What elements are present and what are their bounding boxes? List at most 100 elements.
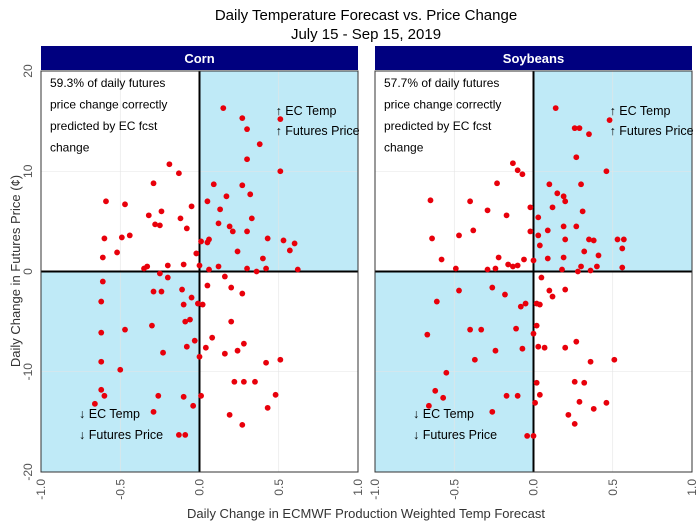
stat-line: change (50, 141, 90, 155)
y-tick-label: 10 (21, 164, 35, 178)
data-point (195, 300, 201, 307)
data-point (177, 215, 184, 222)
data-point (294, 266, 301, 273)
data-point (209, 334, 216, 341)
panel-soybeans: Soybeans 57.7% of daily futures price chan… (368, 46, 699, 500)
data-point (492, 347, 499, 354)
data-point (122, 326, 128, 333)
data-point (594, 263, 600, 270)
data-point (188, 203, 195, 210)
data-point (432, 387, 439, 394)
data-point (260, 255, 266, 262)
data-point (489, 408, 496, 415)
data-point (614, 236, 621, 243)
x-axis-title: Daily Change in ECMWF Production Weighte… (187, 506, 545, 521)
data-point (272, 391, 279, 398)
data-point (560, 254, 567, 261)
data-point (231, 378, 238, 385)
data-point (503, 392, 510, 399)
data-point (467, 326, 473, 333)
data-point (467, 198, 473, 205)
data-point (552, 105, 559, 111)
x-tick-label: 1.0 (685, 479, 699, 496)
data-point (565, 411, 572, 418)
panel-border (374, 70, 693, 473)
y-tick-label: 20 (21, 64, 35, 78)
data-point (204, 198, 211, 205)
data-point (114, 249, 120, 256)
data-point (277, 356, 284, 363)
data-point (264, 235, 271, 242)
data-point (187, 316, 193, 323)
data-point (175, 432, 182, 438)
data-point (193, 250, 200, 257)
data-point (519, 171, 526, 178)
data-point (263, 265, 269, 272)
stat-line: change (384, 141, 424, 155)
data-point (239, 421, 246, 428)
data-point (244, 126, 250, 133)
data-point (280, 237, 287, 244)
x-tick-label: -0.5 (447, 479, 461, 500)
x-tick-label: -0.5 (113, 479, 127, 500)
data-point (182, 318, 189, 325)
data-point (590, 237, 597, 244)
data-point (527, 204, 534, 211)
data-point (587, 358, 594, 365)
x-tick-label: -1.0 (368, 479, 382, 500)
data-point (549, 204, 556, 211)
data-point (517, 303, 524, 310)
data-point (118, 234, 125, 241)
data-point (215, 220, 222, 227)
data-point (494, 180, 500, 187)
data-point (145, 212, 152, 219)
data-point (239, 115, 246, 122)
data-point (226, 223, 233, 230)
data-point (571, 420, 578, 427)
data-point (560, 223, 567, 230)
data-point (544, 255, 551, 262)
data-point (191, 337, 198, 344)
data-point (521, 256, 527, 263)
data-point (579, 208, 586, 215)
data-point (581, 379, 588, 386)
data-point (533, 379, 540, 386)
data-point (160, 349, 166, 356)
data-point (514, 167, 521, 174)
data-point (536, 391, 543, 398)
data-point (291, 240, 298, 247)
data-point (562, 198, 569, 205)
data-point (277, 168, 284, 175)
data-point (527, 228, 534, 235)
data-point (179, 286, 185, 293)
data-point (263, 359, 269, 366)
data-point (489, 284, 496, 291)
data-point (611, 356, 618, 363)
data-point (560, 193, 567, 200)
data-point (190, 402, 197, 409)
data-point (509, 160, 516, 167)
y-tick-label: -10 (21, 363, 35, 381)
stat-line: price change correctly (50, 98, 167, 112)
data-point (101, 235, 108, 242)
data-point (98, 386, 105, 393)
data-point (620, 236, 627, 243)
data-point (571, 378, 578, 385)
data-point (492, 265, 499, 272)
data-point (240, 340, 247, 347)
data-point (562, 286, 569, 293)
data-point (180, 261, 187, 268)
data-point (180, 301, 187, 308)
data-point (522, 300, 529, 307)
data-point (530, 433, 537, 439)
x-tick-label: -1.0 (34, 479, 48, 500)
data-point (514, 262, 521, 269)
data-point (164, 262, 171, 269)
quadrant-annotation: ↓ EC Temp (79, 407, 140, 421)
data-point (603, 399, 610, 406)
stat-line: price change correctly (384, 98, 501, 112)
data-point (150, 180, 157, 187)
data-point (98, 329, 105, 336)
data-point (226, 411, 233, 418)
